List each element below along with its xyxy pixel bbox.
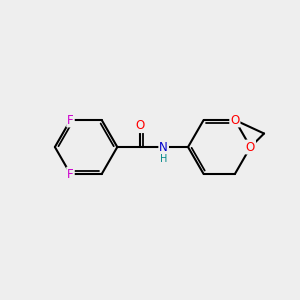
Text: F: F: [67, 168, 74, 181]
Text: O: O: [230, 113, 239, 127]
Text: F: F: [67, 113, 74, 127]
Text: H: H: [160, 154, 168, 164]
Text: O: O: [136, 119, 145, 132]
Text: N: N: [159, 140, 168, 154]
Text: O: O: [246, 140, 255, 154]
